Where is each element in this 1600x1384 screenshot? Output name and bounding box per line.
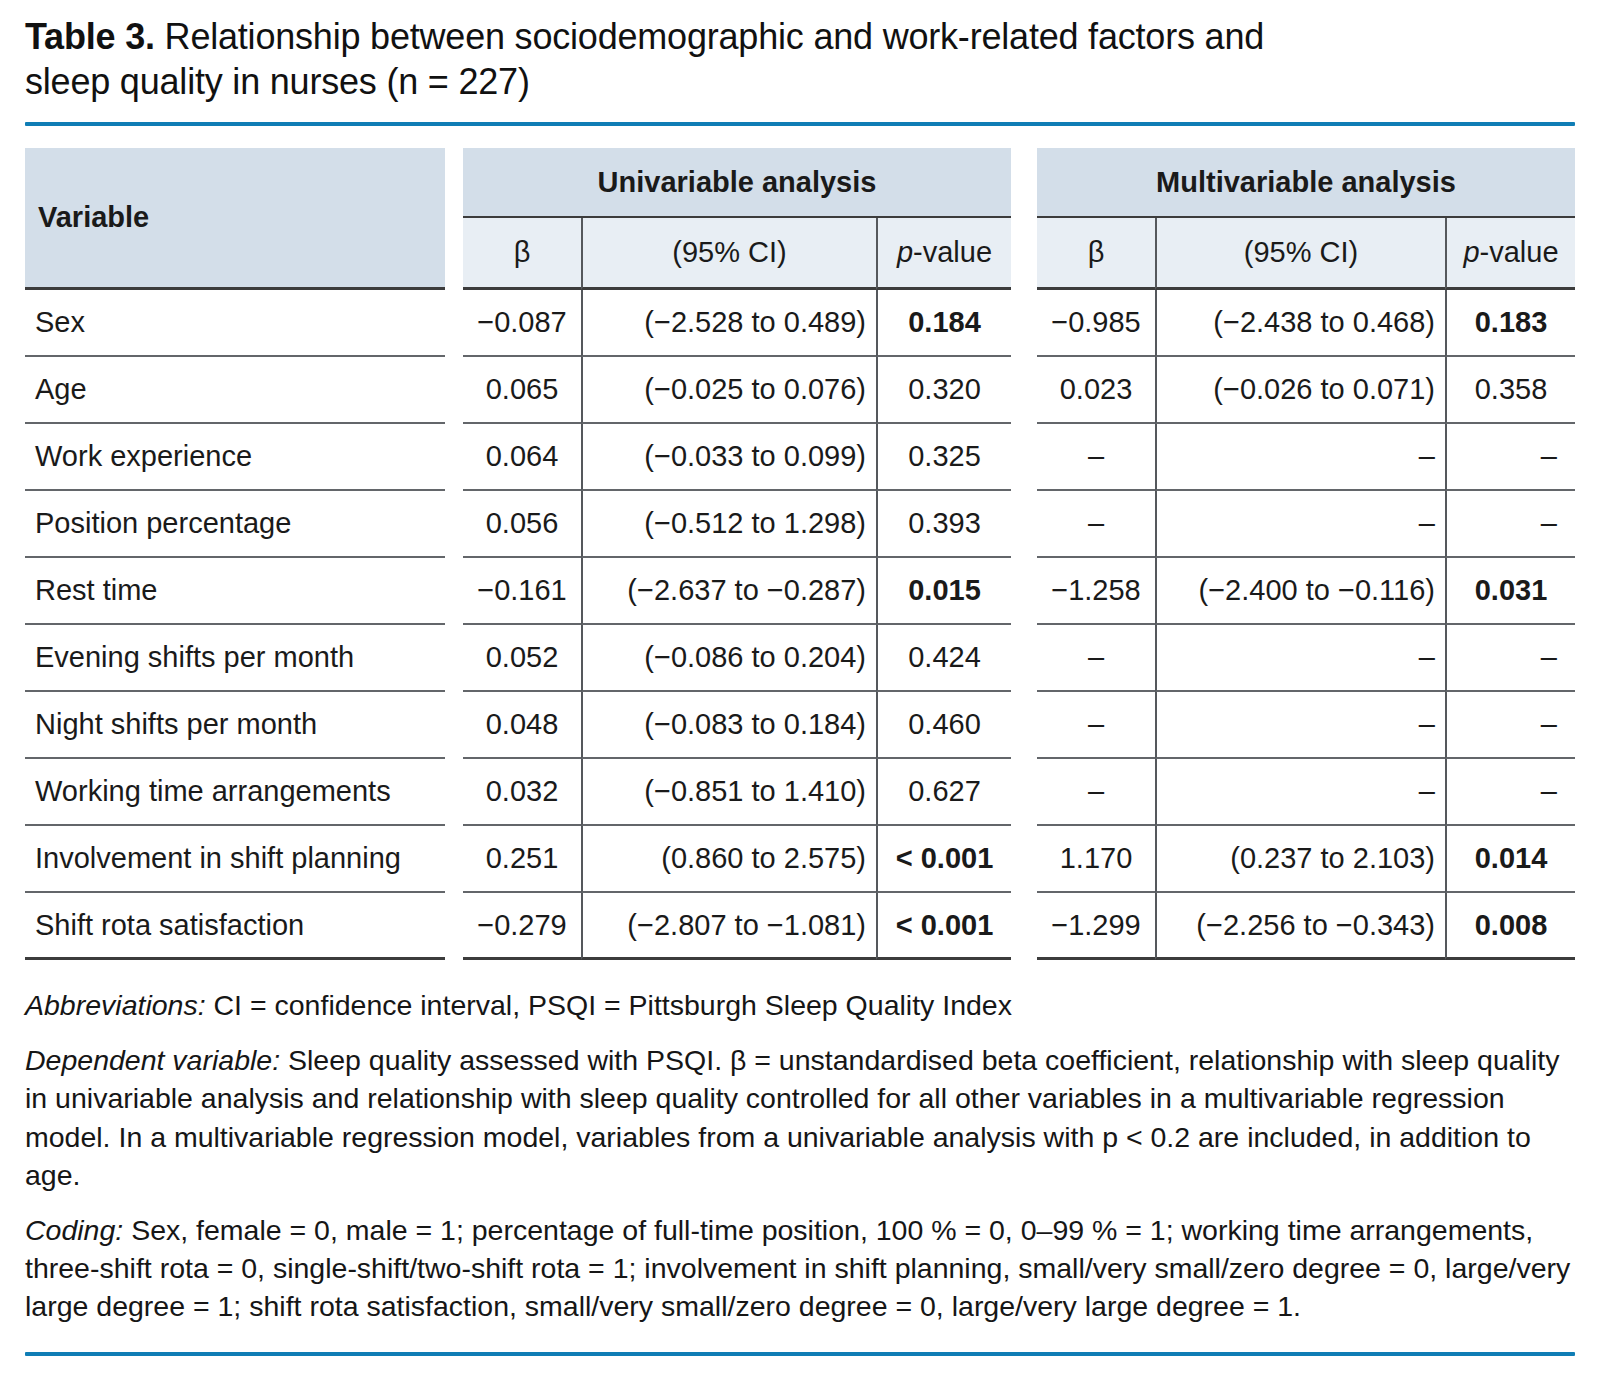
beta-column-header: β: [463, 218, 581, 290]
cell-ci: (−0.025 to 0.076): [581, 357, 876, 424]
cell-pvalue: 0.424: [876, 625, 1011, 692]
cell-beta: 0.056: [463, 491, 581, 558]
pvalue-column-header: p-value: [876, 218, 1011, 290]
univariable-header: Univariable analysis: [463, 148, 1011, 218]
cell-pvalue: 0.015: [876, 558, 1011, 625]
cell-beta: 0.052: [463, 625, 581, 692]
cell-pvalue: < 0.001: [876, 893, 1011, 960]
table-number: Table 3.: [25, 16, 155, 57]
cell-ci: (−0.083 to 0.184): [581, 692, 876, 759]
cell-ci: (−2.256 to −0.343): [1155, 893, 1445, 960]
cell-ci: (−2.400 to −0.116): [1155, 558, 1445, 625]
cell-beta: −0.161: [463, 558, 581, 625]
cell-beta: −0.985: [1037, 290, 1155, 357]
table-row-label: Shift rota satisfaction: [25, 893, 445, 960]
cell-ci: (−0.033 to 0.099): [581, 424, 876, 491]
cell-beta: 0.251: [463, 826, 581, 893]
bottom-rule: [25, 1352, 1575, 1356]
cell-pvalue: –: [1445, 625, 1575, 692]
cell-ci: –: [1155, 692, 1445, 759]
cell-pvalue: 0.184: [876, 290, 1011, 357]
table-row-label: Work experience: [25, 424, 445, 491]
footnote-abbreviations: Abbreviations: CI = confidence interval,…: [25, 986, 1575, 1024]
cell-ci: (−0.512 to 1.298): [581, 491, 876, 558]
cell-beta: 0.064: [463, 424, 581, 491]
cell-beta: –: [1037, 759, 1155, 826]
table-row-label: Involvement in shift planning: [25, 826, 445, 893]
multivariable-panel: Multivariable analysis β (95% CI) p-valu…: [1037, 148, 1575, 960]
cell-ci: (−0.026 to 0.071): [1155, 357, 1445, 424]
cell-pvalue: 0.320: [876, 357, 1011, 424]
cell-ci: (−2.637 to −0.287): [581, 558, 876, 625]
cell-beta: 0.048: [463, 692, 581, 759]
top-rule: [25, 122, 1575, 126]
multivariable-header: Multivariable analysis: [1037, 148, 1575, 218]
ci-column-header: (95% CI): [581, 218, 876, 290]
pvalue-column-header: p-value: [1445, 218, 1575, 290]
cell-ci: –: [1155, 491, 1445, 558]
cell-beta: –: [1037, 491, 1155, 558]
footnote-dependent-variable: Dependent variable: Sleep quality assess…: [25, 1041, 1575, 1194]
cell-pvalue: –: [1445, 692, 1575, 759]
univariable-panel: Univariable analysis β (95% CI) p-value …: [463, 148, 1011, 960]
cell-ci: –: [1155, 625, 1445, 692]
table-title: Table 3. Relationship between sociodemog…: [25, 14, 1355, 104]
cell-pvalue: 0.627: [876, 759, 1011, 826]
regression-table: Variable Sex Age Work experience Positio…: [25, 148, 1575, 960]
variable-column: Variable Sex Age Work experience Positio…: [25, 148, 445, 960]
cell-pvalue: –: [1445, 491, 1575, 558]
table-row-label: Age: [25, 357, 445, 424]
cell-ci: –: [1155, 424, 1445, 491]
cell-ci: (−0.851 to 1.410): [581, 759, 876, 826]
table-row-label: Evening shifts per month: [25, 625, 445, 692]
cell-beta: 1.170: [1037, 826, 1155, 893]
ci-column-header: (95% CI): [1155, 218, 1445, 290]
cell-ci: (−2.438 to 0.468): [1155, 290, 1445, 357]
cell-ci: (−2.528 to 0.489): [581, 290, 876, 357]
cell-beta: 0.065: [463, 357, 581, 424]
table-row-label: Rest time: [25, 558, 445, 625]
cell-ci: (−0.086 to 0.204): [581, 625, 876, 692]
cell-pvalue: 0.325: [876, 424, 1011, 491]
cell-ci: (0.237 to 2.103): [1155, 826, 1445, 893]
cell-beta: −1.299: [1037, 893, 1155, 960]
cell-pvalue: –: [1445, 424, 1575, 491]
cell-beta: –: [1037, 625, 1155, 692]
cell-pvalue: 0.008: [1445, 893, 1575, 960]
cell-pvalue: 0.358: [1445, 357, 1575, 424]
cell-beta: −0.279: [463, 893, 581, 960]
cell-beta: 0.023: [1037, 357, 1155, 424]
paper-page: Table 3. Relationship between sociodemog…: [0, 0, 1600, 1384]
cell-beta: –: [1037, 424, 1155, 491]
table-row-label: Position percentage: [25, 491, 445, 558]
table-row-label: Night shifts per month: [25, 692, 445, 759]
cell-pvalue: 0.393: [876, 491, 1011, 558]
cell-pvalue: 0.460: [876, 692, 1011, 759]
cell-beta: –: [1037, 692, 1155, 759]
beta-column-header: β: [1037, 218, 1155, 290]
cell-pvalue: 0.183: [1445, 290, 1575, 357]
table-row-label: Sex: [25, 290, 445, 357]
table-row-label: Working time arrangements: [25, 759, 445, 826]
footnote-coding: Coding: Sex, female = 0, male = 1; perce…: [25, 1211, 1575, 1326]
table-caption: Relationship between sociodemographic an…: [25, 16, 1264, 102]
cell-ci: –: [1155, 759, 1445, 826]
cell-pvalue: 0.014: [1445, 826, 1575, 893]
cell-ci: (0.860 to 2.575): [581, 826, 876, 893]
cell-pvalue: < 0.001: [876, 826, 1011, 893]
cell-beta: −0.087: [463, 290, 581, 357]
variable-header-cell: Variable: [25, 148, 445, 290]
cell-beta: −1.258: [1037, 558, 1155, 625]
cell-ci: (−2.807 to −1.081): [581, 893, 876, 960]
cell-pvalue: 0.031: [1445, 558, 1575, 625]
cell-beta: 0.032: [463, 759, 581, 826]
cell-pvalue: –: [1445, 759, 1575, 826]
